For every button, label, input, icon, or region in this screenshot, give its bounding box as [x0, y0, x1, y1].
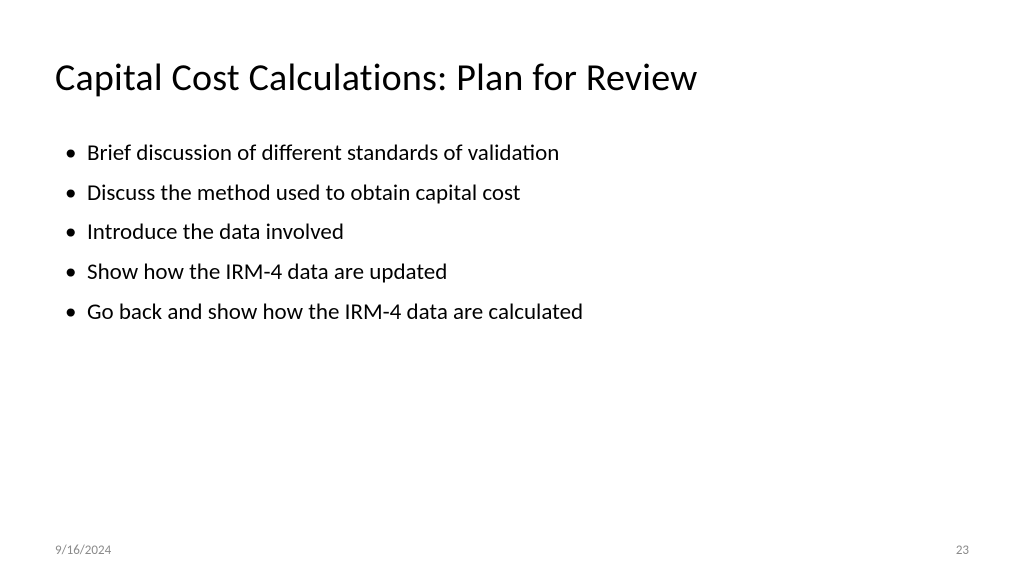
list-item: Brief discussion of different standards …	[65, 136, 969, 172]
list-item: Discuss the method used to obtain capita…	[65, 176, 969, 212]
footer-page-number: 23	[956, 543, 969, 558]
slide-title: Capital Cost Calculations: Plan for Revi…	[55, 55, 969, 101]
footer-date: 9/16/2024	[55, 543, 111, 558]
slide-footer: 9/16/2024 23	[0, 543, 1024, 558]
slide: Capital Cost Calculations: Plan for Revi…	[0, 0, 1024, 576]
list-item: Show how the IRM-4 data are updated	[65, 255, 969, 291]
list-item: Go back and show how the IRM-4 data are …	[65, 295, 969, 331]
bullet-list: Brief discussion of different standards …	[65, 136, 969, 330]
list-item: Introduce the data involved	[65, 215, 969, 251]
